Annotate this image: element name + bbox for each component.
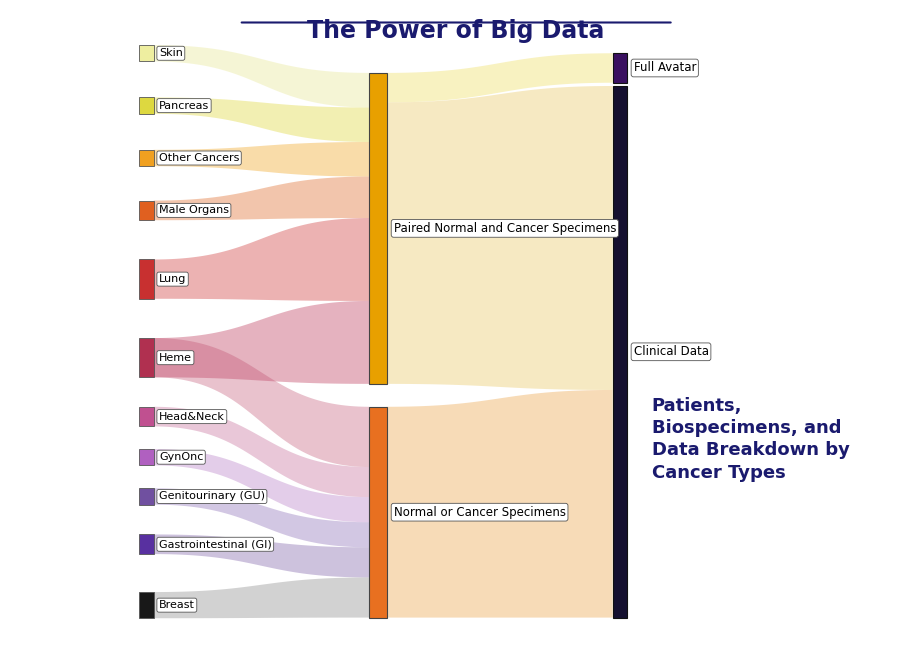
Polygon shape (154, 301, 369, 384)
Polygon shape (154, 142, 369, 176)
Text: Skin: Skin (159, 48, 183, 58)
Polygon shape (154, 534, 369, 577)
Bar (612, 53, 627, 83)
Polygon shape (387, 390, 612, 618)
Text: Paired Normal and Cancer Specimens: Paired Normal and Cancer Specimens (393, 222, 616, 235)
Polygon shape (154, 338, 369, 467)
Text: Lung: Lung (159, 274, 186, 284)
Text: Breast: Breast (159, 600, 195, 610)
Bar (139, 488, 154, 505)
Text: GynOnc: GynOnc (159, 452, 203, 462)
Bar (139, 592, 154, 618)
Text: Heme: Heme (159, 353, 192, 363)
Polygon shape (387, 53, 612, 102)
Text: Genitourinary (GU): Genitourinary (GU) (159, 491, 265, 501)
Text: Male Organs: Male Organs (159, 206, 229, 215)
Text: Other Cancers: Other Cancers (159, 153, 239, 163)
Polygon shape (154, 218, 369, 301)
Polygon shape (154, 45, 369, 107)
Polygon shape (154, 97, 369, 142)
Bar (139, 449, 154, 465)
Bar (139, 534, 154, 554)
Text: Pancreas: Pancreas (159, 101, 209, 111)
Bar (369, 73, 387, 384)
Polygon shape (154, 176, 369, 220)
Bar (139, 259, 154, 299)
Text: Patients,
Biospecimens, and
Data Breakdown by
Cancer Types: Patients, Biospecimens, and Data Breakdo… (652, 397, 850, 481)
Bar (139, 407, 154, 426)
Bar (139, 201, 154, 220)
Bar (139, 338, 154, 377)
Text: Normal or Cancer Specimens: Normal or Cancer Specimens (393, 506, 566, 518)
Bar (139, 150, 154, 166)
Bar (139, 45, 154, 62)
Polygon shape (154, 407, 369, 497)
Text: Gastrointestinal (GI): Gastrointestinal (GI) (159, 539, 271, 549)
Bar (139, 97, 154, 114)
Polygon shape (387, 86, 612, 390)
Text: Full Avatar: Full Avatar (633, 62, 696, 74)
Bar (369, 407, 387, 618)
Text: The Power of Big Data: The Power of Big Data (307, 19, 605, 42)
Bar (612, 86, 627, 618)
Polygon shape (154, 577, 369, 618)
Polygon shape (154, 449, 369, 522)
Text: Clinical Data: Clinical Data (633, 345, 709, 358)
Text: Head&Neck: Head&Neck (159, 412, 224, 422)
Polygon shape (154, 488, 369, 548)
